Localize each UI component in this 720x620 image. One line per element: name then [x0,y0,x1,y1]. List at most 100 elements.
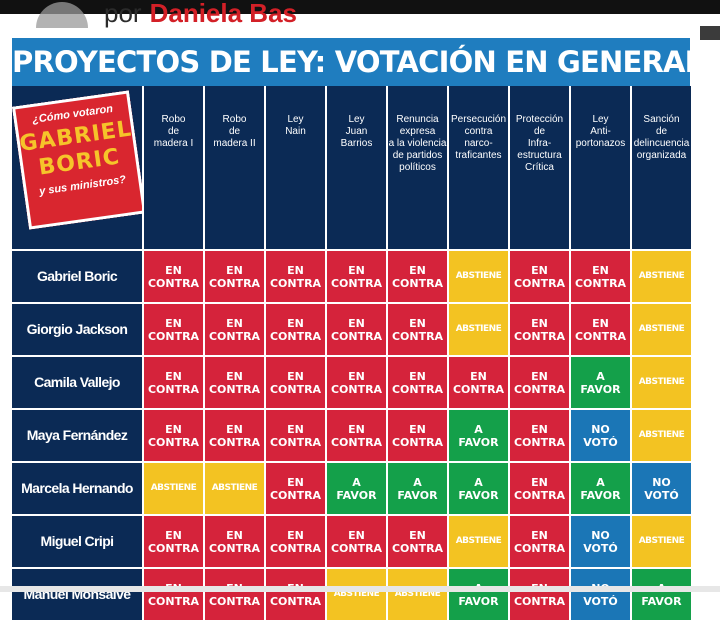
vote-label: FAVOR [458,594,499,608]
column-header-line: a la violencia [388,138,447,149]
vote-label: EN [348,316,365,330]
vote-label: VOTÓ [583,594,618,608]
vote-label: EN [165,369,182,383]
vote-label: CONTRA [391,329,444,343]
column-header-line: Ley [287,114,304,125]
vote-cell: ABSTIENE [630,514,691,567]
column-header-9: Sanción de delincuencia organizada [630,86,691,249]
row-name: Camila Vallejo [12,355,142,408]
vote-label: EN [165,528,182,542]
vote-label: EN [165,316,182,330]
vote-cell: ABSTIENE [203,461,264,514]
vote-label: CONTRA [269,435,322,449]
vote-label: ABSTIENE [638,324,685,334]
vote-label: CONTRA [147,382,200,396]
vote-label: CONTRA [513,329,566,343]
vote-label: EN [409,369,426,383]
column-header-line: Ley [592,114,609,125]
vote-label: ABSTIENE [455,271,502,281]
column-header-line: portonazos [575,138,626,149]
vote-label: A [596,369,605,383]
column-header-line: Renuncia [396,114,439,125]
top-bar [0,0,720,14]
vote-label: EN [409,316,426,330]
vote-label: A [474,422,483,436]
vote-label: EN [226,263,243,277]
vote-label: FAVOR [397,488,438,502]
vote-cell: ABSTIENE [630,355,691,408]
vote-label: EN [592,316,609,330]
vote-label: CONTRA [330,435,383,449]
vote-label: CONTRA [269,541,322,555]
vote-cell: ABSTIENE [447,302,508,355]
vote-label: CONTRA [574,329,627,343]
vote-label: ABSTIENE [638,271,685,281]
vote-label: CONTRA [330,541,383,555]
vote-label: FAVOR [458,488,499,502]
vote-label: EN [531,422,548,436]
vote-label: EN [409,263,426,277]
column-header-line: estructura [517,150,562,161]
page-title: PROYECTOS DE LEY: VOTACIÓN EN GENERAL [12,38,703,86]
vote-label: EN [287,263,304,277]
vote-label: EN [226,316,243,330]
vote-cell: ABSTIENE [142,461,203,514]
vote-label: CONTRA [330,329,383,343]
vote-label: CONTRA [452,382,505,396]
vote-label: CONTRA [269,488,322,502]
vote-label: CONTRA [513,594,566,608]
column-header-line: Protección [515,114,564,125]
vote-label: CONTRA [208,276,261,290]
column-header-line: organizada [636,150,687,161]
vote-label: CONTRA [330,382,383,396]
column-header-line: Nain [285,126,306,137]
vote-cell: ABSTIENE [386,567,447,620]
vote-cell: ABSTIENE [630,408,691,461]
question-badge: ¿Cómo votaron GABRIEL BORIC y sus minist… [11,90,147,230]
vote-label: CONTRA [208,382,261,396]
vote-label: FAVOR [458,435,499,449]
column-header-7: Protección de Infra-estructura Crítica [508,86,569,249]
column-header-5: Renuncia expresa a la violencia de partidos… [386,86,447,249]
byline-author: Daniela Bas [149,0,297,28]
column-header-6: Persecución contra narco-traficantes [447,86,508,249]
vote-label: EN [165,263,182,277]
vote-label: CONTRA [391,382,444,396]
vote-label: FAVOR [641,594,682,608]
byline-prefix: por [104,0,142,28]
column-header-line: delincuencia [633,138,690,149]
vote-label: EN [226,528,243,542]
vote-label: CONTRA [147,276,200,290]
vote-label: ABSTIENE [638,377,685,387]
vote-label: EN [531,316,548,330]
vote-label: EN [348,528,365,542]
vote-label: EN [226,369,243,383]
column-header-line: Sanción [643,114,680,125]
vote-label: NO [591,528,610,542]
vote-cell: ABSTIENE [630,249,691,302]
vote-label: A [413,475,422,489]
vote-label: EN [287,475,304,489]
vote-label: A [352,475,361,489]
vote-label: FAVOR [336,488,377,502]
column-header-line: de [167,126,180,137]
vote-label: CONTRA [269,594,322,608]
vote-table-panel: PROYECTOS DE LEY: VOTACIÓN EN GENERAL ¿C… [11,38,703,620]
